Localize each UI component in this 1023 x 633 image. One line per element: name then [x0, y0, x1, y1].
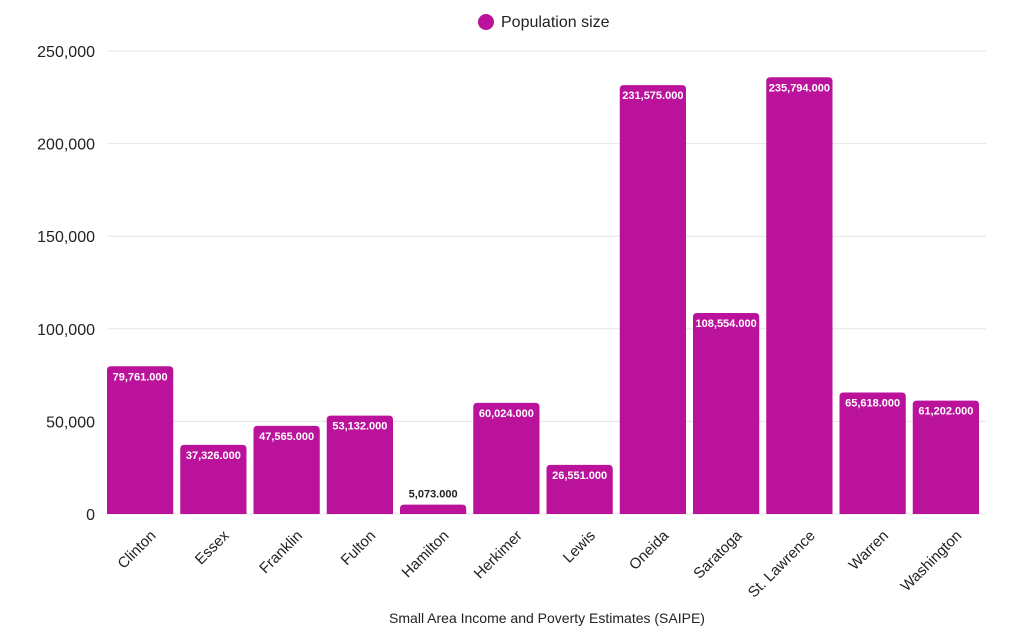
x-tick-label: Washington — [898, 527, 966, 595]
bar-data-label: 53,132.000 — [332, 421, 387, 433]
bar-washington[interactable] — [912, 400, 979, 514]
x-tick-label: St. Lawrence — [745, 527, 819, 601]
bar-data-label: 61,202.000 — [918, 406, 973, 418]
bar-data-label: 60,024.000 — [479, 408, 534, 420]
legend-swatch-population-size — [478, 14, 494, 30]
y-tick-label: 150,000 — [37, 229, 95, 246]
bar-franklin[interactable] — [253, 425, 320, 514]
bar-data-label: 65,618.000 — [845, 397, 900, 409]
x-tick-label: Oneida — [626, 527, 673, 574]
legend-label-population-size: Population size — [501, 14, 610, 31]
bar-warren[interactable] — [839, 392, 906, 514]
bar-saratoga[interactable] — [693, 312, 760, 514]
bar-herkimer[interactable] — [473, 402, 540, 514]
x-tick-label: Essex — [192, 527, 233, 568]
x-tick-label: Warren — [846, 527, 892, 573]
bar-st-lawrence[interactable] — [766, 77, 833, 514]
bar-oneida[interactable] — [619, 85, 686, 514]
bar-data-label: 79,761.000 — [113, 371, 168, 383]
bar-data-label: 26,551.000 — [552, 470, 607, 482]
bar-data-label: 5,073.000 — [409, 489, 458, 501]
bar-fulton[interactable] — [326, 415, 393, 514]
y-tick-label: 250,000 — [37, 44, 95, 61]
x-tick-label: Herkimer — [471, 527, 526, 582]
y-axis-ticks: 0 50,000 100,000 150,000 200,000 250,000 — [37, 44, 95, 524]
y-tick-label: 200,000 — [37, 137, 95, 154]
x-tick-label: Franklin — [256, 527, 306, 577]
bar-hamilton[interactable] — [400, 504, 467, 514]
x-axis-labels: Clinton Essex Franklin Fulton Hamilton Herkim… — [114, 527, 965, 601]
bar-data-label: 235,794.000 — [769, 82, 830, 94]
bar-data-label: 37,326.000 — [186, 450, 241, 462]
bars: 79,761.000 37,326.000 47,565.000 53,132.000… — [107, 77, 979, 514]
x-tick-label: Hamilton — [399, 527, 453, 581]
bar-clinton[interactable] — [107, 366, 174, 514]
y-tick-label: 50,000 — [46, 414, 95, 431]
y-tick-label: 100,000 — [37, 322, 95, 339]
bar-essex[interactable] — [180, 444, 247, 514]
bar-data-label: 231,575.000 — [622, 90, 683, 102]
x-tick-label: Clinton — [114, 527, 159, 572]
x-tick-label: Fulton — [338, 527, 380, 569]
x-tick-label: Saratoga — [690, 527, 746, 583]
bar-data-label: 108,554.000 — [696, 318, 757, 330]
y-tick-label: 0 — [86, 507, 95, 524]
bar-lewis[interactable] — [546, 464, 613, 514]
x-tick-label: Lewis — [560, 527, 599, 566]
bar-data-label: 47,565.000 — [259, 431, 314, 443]
legend[interactable]: Population size — [478, 14, 610, 31]
x-axis-title: Small Area Income and Poverty Estimates … — [389, 610, 705, 626]
